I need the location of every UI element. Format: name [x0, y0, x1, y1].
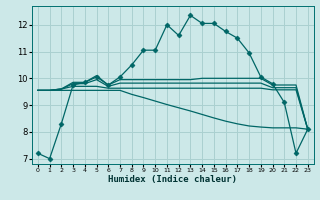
X-axis label: Humidex (Indice chaleur): Humidex (Indice chaleur)	[108, 175, 237, 184]
